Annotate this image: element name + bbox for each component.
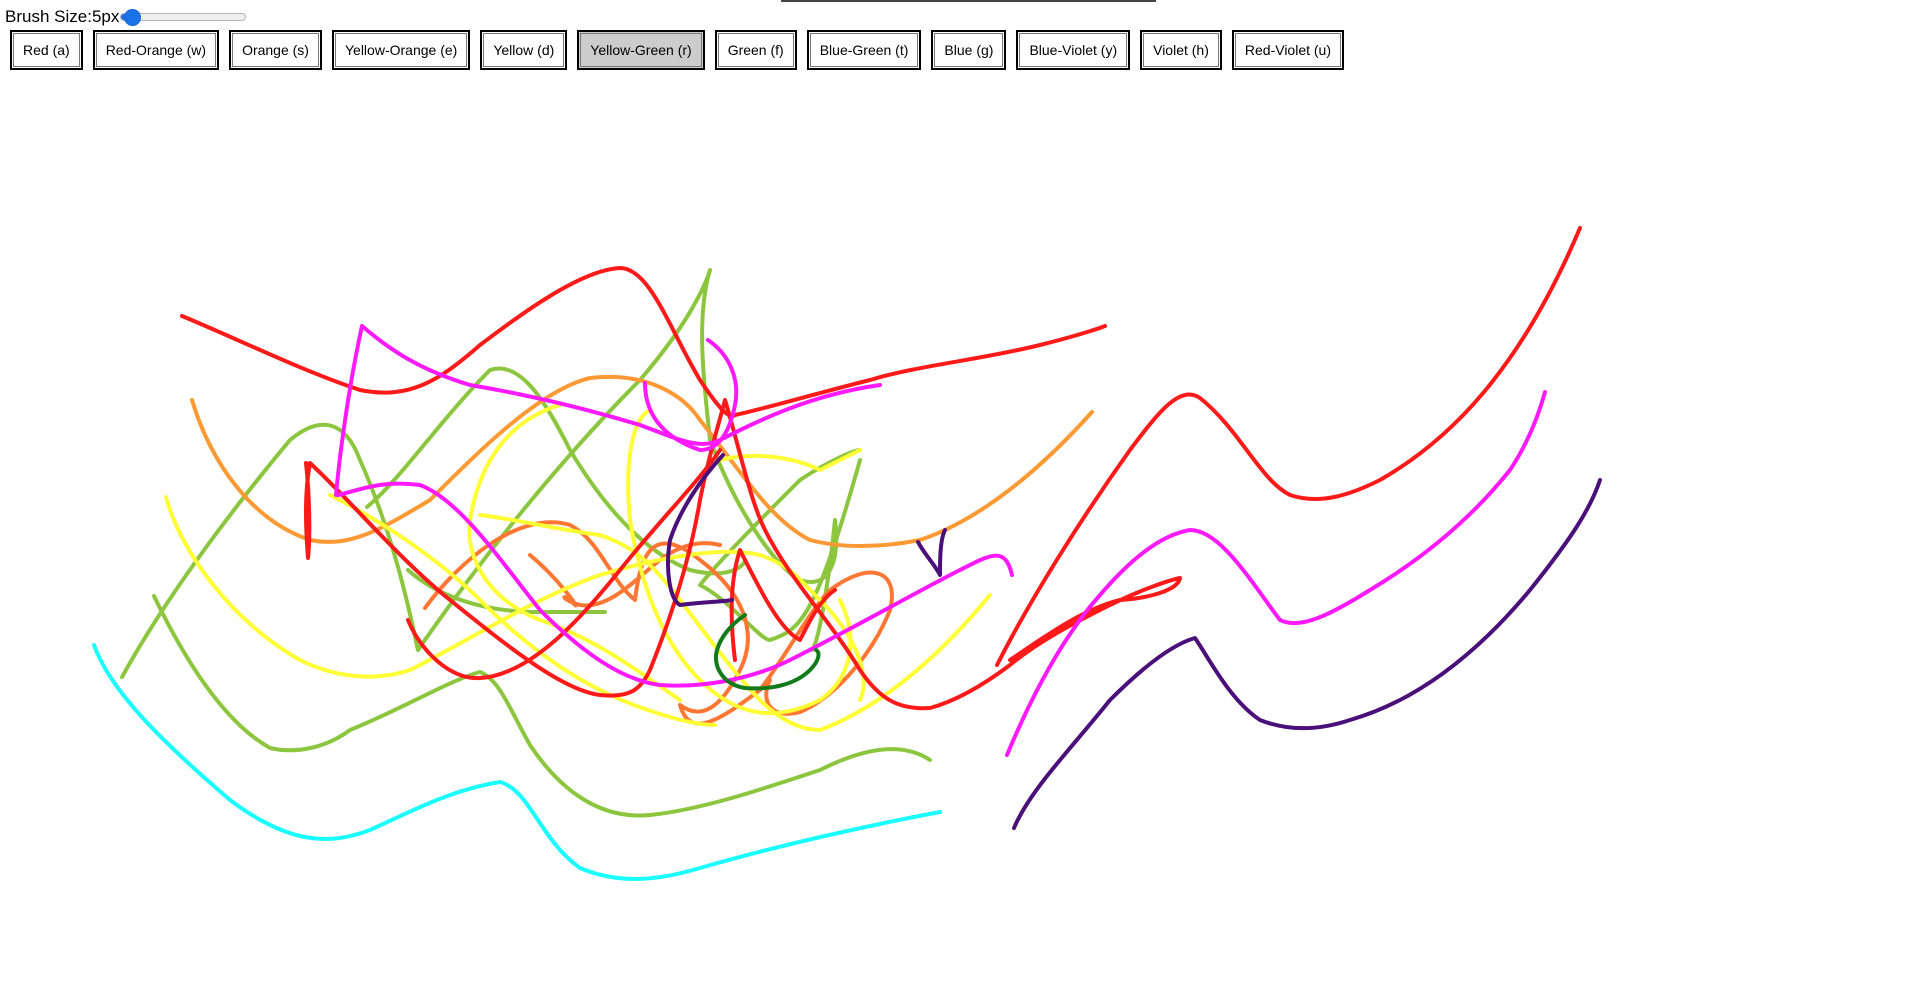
stroke-yellow-5	[626, 408, 853, 716]
stroke-red-5	[995, 226, 1582, 667]
stroke-violet-1	[666, 453, 734, 607]
stroke-magenta-1	[334, 324, 882, 497]
brush-size-value: 5px	[91, 7, 120, 26]
stroke-green-1	[713, 613, 821, 691]
stroke-yellow-green-6	[698, 448, 862, 587]
stroke-violet-3	[1012, 478, 1602, 830]
stroke-cyan-1	[92, 643, 942, 881]
color-button-yellow-orange[interactable]: Yellow-Orange (e)	[331, 30, 471, 70]
color-button-blue-violet[interactable]: Blue-Violet (y)	[1016, 30, 1131, 70]
color-button-red[interactable]: Red (a)	[10, 30, 83, 70]
color-button-blue-green[interactable]: Blue-Green (t)	[806, 30, 922, 70]
stroke-yellow-green-3	[152, 594, 932, 818]
stroke-yellow-1	[164, 495, 866, 702]
color-button-violet[interactable]: Violet (h)	[1140, 30, 1222, 70]
color-button-red-orange[interactable]: Red-Orange (w)	[92, 30, 220, 70]
stroke-yellow-green-1	[120, 268, 839, 679]
brush-size-control: Brush Size: 5px	[5, 6, 247, 28]
stroke-yellow-green-4	[406, 568, 607, 614]
stroke-red-2	[303, 398, 1182, 711]
color-button-green[interactable]: Green (f)	[714, 30, 797, 70]
stroke-red-orange-1	[423, 520, 894, 726]
stroke-red-3	[406, 448, 722, 681]
stroke-yellow-3	[328, 493, 717, 727]
stroke-violet-2	[916, 528, 947, 577]
stroke-yellow-green-5	[698, 458, 862, 642]
stroke-orange-1	[190, 374, 1094, 548]
color-button-yellow-green[interactable]: Yellow-Green (r)	[577, 30, 705, 70]
stroke-red-orange-2	[528, 541, 722, 608]
brush-size-slider[interactable]	[120, 9, 247, 26]
stroke-yellow-4	[467, 403, 682, 702]
stroke-yellow-green-2	[365, 366, 747, 576]
color-button-orange[interactable]: Orange (s)	[229, 30, 322, 70]
top-divider	[781, 0, 1156, 2]
color-button-blue[interactable]: Blue (g)	[931, 30, 1007, 70]
stroke-red-4	[729, 548, 837, 662]
stroke-magenta-3	[643, 338, 739, 452]
color-palette: Red (a) Red-Orange (w) Orange (s) Yellow…	[10, 30, 1354, 70]
color-button-yellow[interactable]: Yellow (d)	[480, 30, 568, 70]
stroke-magenta-2	[336, 481, 1014, 688]
stroke-magenta-4	[1005, 390, 1547, 757]
stroke-yellow-6	[718, 448, 862, 472]
brush-size-slider-thumb[interactable]	[124, 9, 142, 26]
stroke-yellow-2	[478, 513, 992, 732]
color-button-red-violet[interactable]: Red-Violet (u)	[1231, 30, 1345, 70]
brush-size-label: Brush Size:	[5, 7, 92, 26]
stroke-red-1	[180, 266, 1107, 419]
